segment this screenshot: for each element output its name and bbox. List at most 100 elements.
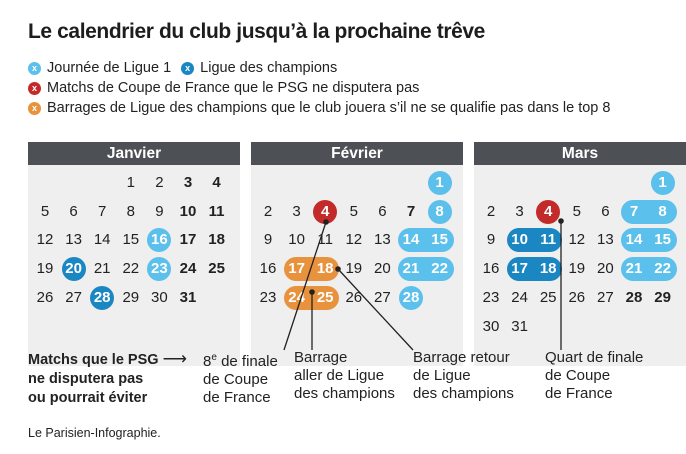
day-cell: 22 — [122, 260, 140, 278]
calendar-mars: Mars 1 2 3 4 5 6 7 8 9 10 11 12 13 14 15 16 17 18 19 20 21 22… — [474, 142, 686, 366]
match-day-ldc: 10 — [507, 228, 532, 253]
day-cell: 9 — [263, 231, 273, 249]
day-cell: 8 — [126, 202, 135, 220]
day-cell: 12 — [568, 231, 586, 249]
day-cell: 5 — [572, 202, 581, 220]
day-cell: 27 — [597, 288, 614, 306]
day-cell: 23 — [259, 288, 277, 306]
day-cell: 19 — [345, 260, 363, 278]
day-cell: 12 — [345, 231, 363, 249]
match-day-ldc: 17 — [507, 257, 532, 282]
day-cell: 26 — [345, 288, 363, 306]
month-header: Mars — [474, 142, 686, 165]
x-ball-icon: x — [28, 81, 41, 95]
match-day-ldc: 20 — [61, 257, 86, 282]
match-day-barrage: 25 — [313, 285, 338, 310]
match-day-l1: 22 — [650, 257, 675, 282]
day-cell: 19 — [36, 260, 54, 278]
day-cell: 18 — [208, 231, 225, 249]
day-cell: 15 — [122, 231, 140, 249]
psg-note: Matchs que le PSG ⟶ ne disputera pas ou … — [28, 349, 187, 408]
calendar-grid: 1 2 3 4 5 6 7 8 9 10 11 12 13 14 15 16 17 18 19 20 21 22 23 24 2… — [28, 165, 240, 366]
day-cell: 6 — [69, 202, 78, 220]
annotation-quart-de-finale: Quart de finale de Coupe de France — [545, 349, 644, 402]
day-cell: 7 — [406, 202, 416, 220]
match-day-l1: 15 — [427, 228, 452, 253]
day-cell: 2 — [263, 202, 273, 220]
day-cell: 30 — [151, 288, 168, 306]
legend-label: Barrages de Ligue des champions que le c… — [47, 100, 611, 116]
match-day-ldc: 28 — [90, 285, 115, 310]
calendar-grid: 1 2 3 4 5 6 7 8 9 10 11 12 13 14 15 16 17 18 19 20 21 22 23 24 2… — [251, 165, 463, 366]
day-cell: 23 — [482, 288, 500, 306]
note-line: ne disputera pas — [28, 371, 144, 387]
day-cell: 6 — [601, 202, 610, 220]
day-cell: 16 — [259, 260, 277, 278]
day-cell: 12 — [36, 231, 54, 249]
source-credit: Le Parisien-Infographie. — [28, 426, 161, 440]
day-cell: 16 — [482, 260, 500, 278]
day-cell: 5 — [349, 202, 358, 220]
page-title: Le calendrier du club jusqu’à la prochai… — [28, 20, 485, 43]
match-day-l1: 21 — [622, 257, 646, 282]
calendar-fevrier: Février 1 2 3 4 5 6 7 8 9 10 11 12 13 14 15 16 17 18 19 20 2… — [251, 142, 463, 366]
day-cell: 13 — [65, 231, 82, 249]
match-day-cdf: 4 — [536, 199, 561, 224]
match-day-l1: 1 — [427, 171, 452, 195]
calendar-janvier: Janvier 1 2 3 4 5 6 7 8 9 10 11 12 13 14 15 16 17 18 19 20 2… — [28, 142, 240, 366]
day-cell: 10 — [288, 231, 305, 249]
day-cell: 9 — [155, 202, 164, 220]
day-cell: 11 — [208, 202, 225, 220]
day-cell: 13 — [597, 231, 614, 249]
day-cell: 30 — [482, 317, 500, 335]
day-cell: 9 — [486, 231, 496, 249]
match-day-l1: 14 — [622, 228, 646, 253]
day-cell: 26 — [568, 288, 586, 306]
x-ball-icon: x — [28, 101, 41, 115]
match-day-l1: 1 — [650, 171, 675, 195]
match-day-l1: 8 — [427, 199, 452, 224]
day-cell: 24 — [179, 260, 197, 278]
match-day-l1: 14 — [399, 228, 423, 253]
day-cell: 25 — [208, 260, 225, 278]
day-cell: 10 — [179, 202, 197, 220]
day-cell: 3 — [292, 202, 301, 220]
day-cell: 3 — [183, 174, 193, 191]
day-cell: 25 — [539, 288, 557, 306]
day-cell: 2 — [155, 174, 164, 191]
calendar-grid: 1 2 3 4 5 6 7 8 9 10 11 12 13 14 15 16 17 18 19 20 21 22 23 24 2… — [474, 165, 686, 366]
x-ball-icon: x — [181, 61, 195, 75]
annotation-cdf-8e-finale: 8e de finale de Coupe de France — [203, 352, 278, 406]
legend-label: Ligue des champions — [200, 60, 338, 76]
day-cell: 27 — [374, 288, 391, 306]
legend-item-ligue1: x Journée de Ligue 1 x Ligue des champio… — [28, 60, 337, 76]
day-cell: 29 — [654, 288, 671, 306]
day-cell: 11 — [317, 231, 333, 249]
match-day-l1: 16 — [147, 228, 172, 253]
match-day-l1: 23 — [147, 257, 172, 282]
day-cell: 1 — [126, 174, 135, 191]
legend-label: Journée de Ligue 1 — [47, 60, 172, 76]
note-line: Matchs que le PSG ⟶ — [28, 349, 187, 368]
day-cell: 24 — [511, 288, 528, 306]
day-cell: 2 — [486, 202, 496, 220]
month-header: Janvier — [28, 142, 240, 165]
match-day-l1: 15 — [650, 228, 675, 253]
annotation-barrage-aller: Barrage aller de Ligue des champions — [294, 349, 395, 402]
day-cell: 27 — [65, 288, 82, 306]
day-cell: 3 — [515, 202, 524, 220]
day-cell: 26 — [36, 288, 54, 306]
day-cell: 31 — [511, 317, 528, 335]
match-day-l1: 8 — [650, 199, 675, 224]
annotation-barrage-retour: Barrage retour de Ligue des champions — [413, 349, 514, 402]
match-day-barrage: 24 — [284, 285, 309, 310]
day-cell: 17 — [179, 231, 197, 249]
day-cell: 6 — [378, 202, 387, 220]
match-day-cdf: 4 — [313, 199, 338, 224]
x-ball-icon: x — [28, 61, 41, 75]
match-day-l1: 22 — [427, 257, 452, 282]
match-day-barrage: 17 — [284, 257, 309, 282]
day-cell: 31 — [179, 288, 197, 306]
match-day-l1: 21 — [399, 257, 423, 282]
day-cell: 29 — [122, 288, 140, 306]
